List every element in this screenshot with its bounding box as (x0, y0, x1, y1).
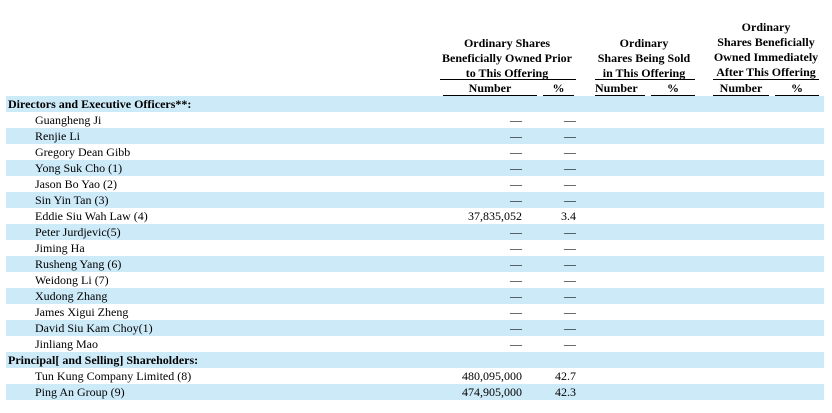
section-heading: Directors and Executive Officers**: (8, 97, 192, 111)
table-row: Yong Suk Cho (1) — — (6, 160, 824, 176)
header-rule-prior (440, 79, 576, 80)
subheader-number-prior: Number (443, 81, 537, 96)
header-line: Shares Beneficially (717, 35, 815, 49)
shares-percent: 42.7 (555, 369, 576, 383)
table-row: Peter Jurdjevic(5) — — (6, 224, 824, 240)
shares-number: — (510, 273, 522, 287)
shares-percent: — (564, 145, 576, 159)
subheader-percent-after: % (775, 81, 819, 96)
shares-percent: — (564, 113, 576, 127)
header-line: Ordinary Shares (463, 36, 551, 50)
header-line: Owned Immediately (713, 50, 819, 64)
header-line: Ordinary (741, 20, 791, 34)
shares-percent: — (564, 161, 576, 175)
shares-percent: 42.3 (555, 385, 576, 399)
holder-name: David Siu Kam Choy(1) (35, 321, 153, 335)
holder-name: Jason Bo Yao (2) (35, 177, 118, 191)
shares-number: — (510, 161, 522, 175)
shares-number: — (510, 337, 522, 351)
section-heading-row: Directors and Executive Officers**: (6, 96, 824, 112)
table-row: Renjie Li — — (6, 128, 824, 144)
header-line: After This Offering (716, 65, 816, 79)
shares-number: 474,905,000 (462, 385, 522, 399)
shares-percent: — (564, 193, 576, 207)
table-row: Sin Yin Tan (3) — — (6, 192, 824, 208)
header-line: in This Offering (602, 66, 686, 80)
shares-percent (547, 352, 576, 368)
shares-number: 480,095,000 (462, 369, 522, 383)
holder-name: Ping An Group (9) (35, 385, 125, 399)
shares-number: — (510, 113, 522, 127)
table-row: Eddie Siu Wah Law (4) 37,835,052 3.4 (6, 208, 824, 224)
shares-number: — (510, 305, 522, 319)
table-row: Tun Kung Company Limited (8) 480,095,000 4… (6, 368, 824, 384)
header-being-sold: Ordinary Shares Being Sold in This Offer… (592, 36, 696, 81)
subheader-percent-prior: % (543, 81, 574, 96)
shares-number: — (510, 193, 522, 207)
subheader-percent-sold: % (651, 81, 695, 96)
header-line: Beneficially Owned Prior (442, 51, 572, 65)
shares-percent: — (564, 337, 576, 351)
holder-name: Renjie Li (35, 129, 80, 143)
shares-percent (547, 96, 576, 112)
holder-name: Peter Jurdjevic(5) (35, 225, 121, 239)
shares-percent: — (564, 273, 576, 287)
holder-name: Jinliang Mao (35, 337, 98, 351)
table-row: James Xigui Zheng — — (6, 304, 824, 320)
holder-name: Jiming Ha (35, 241, 85, 255)
shares-percent: — (564, 321, 576, 335)
holder-name: Sin Yin Tan (3) (35, 193, 109, 207)
shares-number: — (510, 289, 522, 303)
shares-number: — (510, 145, 522, 159)
table-row: David Siu Kam Choy(1) — — (6, 320, 824, 336)
shares-percent: — (564, 305, 576, 319)
subheader-number-sold: Number (595, 81, 645, 96)
holder-name: Gregory Dean Gibb (35, 145, 131, 159)
subheader-number-after: Number (713, 81, 769, 96)
shares-number: — (510, 257, 522, 271)
table-row: Xudong Zhang — — (6, 288, 824, 304)
table-row: Jiming Ha — — (6, 240, 824, 256)
holder-name: James Xigui Zheng (35, 305, 129, 319)
table-row: Gregory Dean Gibb — — (6, 144, 824, 160)
shares-number: — (510, 225, 522, 239)
table-row: Guangheng Ji — — (6, 112, 824, 128)
section-heading-row: Principal[ and Selling] Shareholders: (6, 352, 824, 368)
shares-number: — (510, 129, 522, 143)
shares-percent: — (564, 241, 576, 255)
shares-percent: — (564, 177, 576, 191)
header-line: Shares Being Sold (597, 51, 691, 65)
header-after-offering: Ordinary Shares Beneficially Owned Immed… (708, 20, 824, 80)
shares-number (436, 352, 522, 368)
shares-number (436, 96, 522, 112)
header-line: Ordinary (619, 36, 669, 50)
shares-number: — (510, 177, 522, 191)
shares-percent: 3.4 (561, 209, 576, 223)
section-heading: Principal[ and Selling] Shareholders: (8, 353, 199, 367)
holder-name: Xudong Zhang (35, 289, 108, 303)
header-rule-after (713, 79, 819, 80)
table-row: Jason Bo Yao (2) — — (6, 176, 824, 192)
holder-name: Eddie Siu Wah Law (4) (35, 209, 148, 223)
shares-number: 37,835,052 (468, 209, 522, 223)
holder-name: Tun Kung Company Limited (8) (35, 369, 192, 383)
holder-name: Weidong Li (7) (35, 273, 109, 287)
holder-name: Rusheng Yang (6) (35, 257, 122, 271)
header-line: to This Offering (465, 66, 549, 80)
holder-name: Yong Suk Cho (1) (35, 161, 123, 175)
shares-percent: — (564, 289, 576, 303)
shares-percent: — (564, 257, 576, 271)
shares-percent: — (564, 129, 576, 143)
table-row: Jinliang Mao — — (6, 336, 824, 352)
shares-number: — (510, 241, 522, 255)
shares-number: — (510, 321, 522, 335)
header-rule-sold (595, 79, 695, 80)
header-prior-offering: Ordinary Shares Beneficially Owned Prior… (436, 36, 578, 81)
holder-name: Guangheng Ji (35, 113, 102, 127)
table-row: Weidong Li (7) — — (6, 272, 824, 288)
shares-percent: — (564, 225, 576, 239)
table-row: Ping An Group (9) 474,905,000 42.3 (6, 384, 824, 400)
table-row: Rusheng Yang (6) — — (6, 256, 824, 272)
